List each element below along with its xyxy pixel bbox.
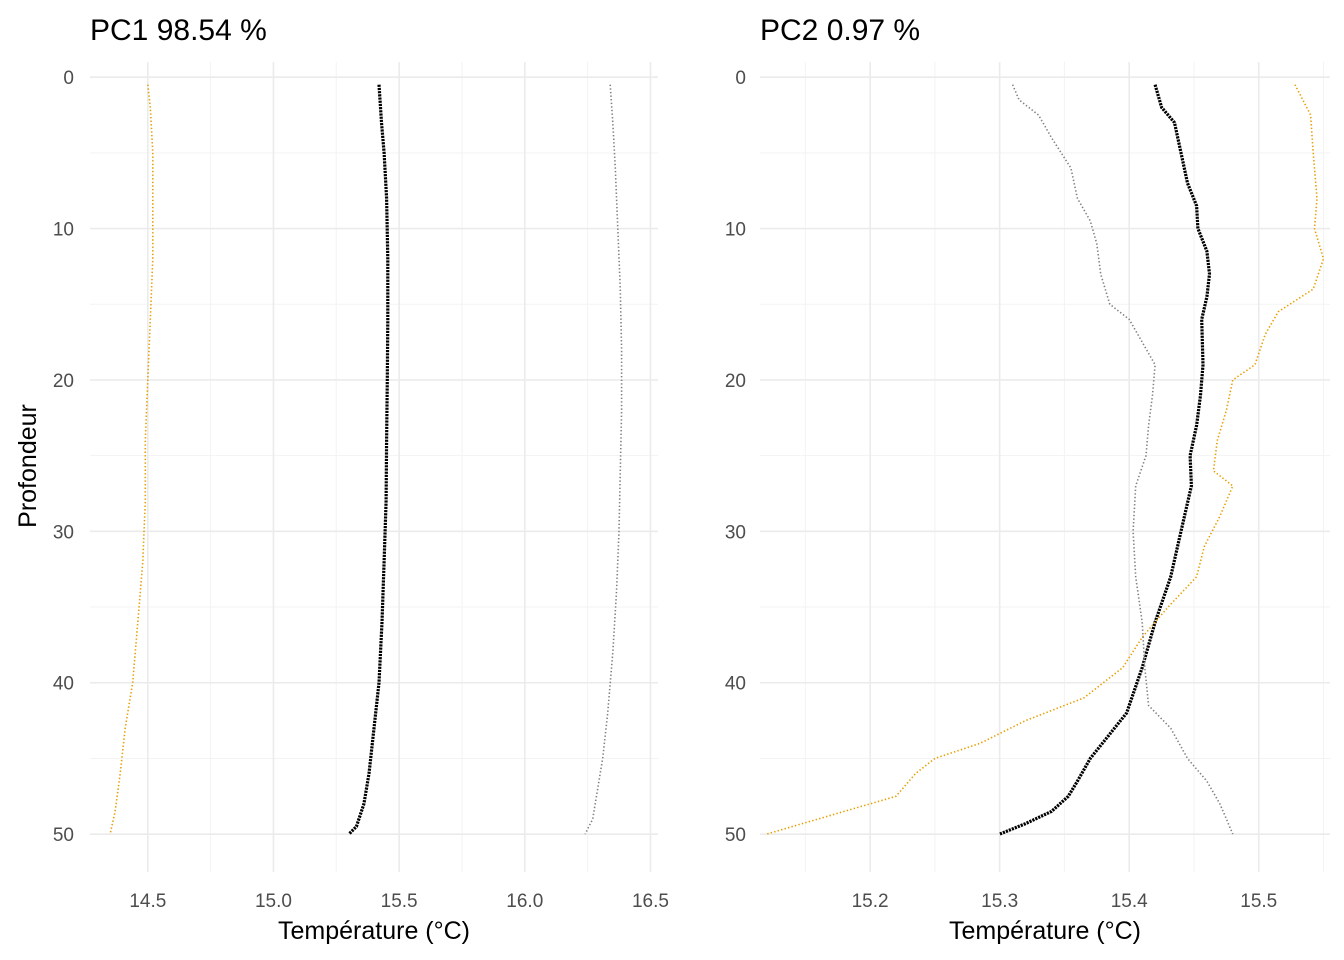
series-line-plus bbox=[584, 84, 623, 835]
panel-pc1-y-axis-label: Profondeur bbox=[14, 404, 42, 528]
panel-pc1-series bbox=[109, 84, 623, 836]
x-tick-label: 15.3 bbox=[981, 891, 1018, 912]
x-tick-label: 16.5 bbox=[632, 891, 669, 912]
series-line-mean bbox=[347, 84, 390, 836]
y-tick-label: 30 bbox=[53, 522, 74, 543]
x-tick-label: 15.5 bbox=[1240, 891, 1277, 912]
series-line-minus bbox=[109, 84, 154, 835]
y-tick-label: 20 bbox=[725, 371, 746, 392]
panel-pc1-x-axis-label: Température (°C) bbox=[278, 917, 470, 945]
panel-pc1-grid bbox=[90, 62, 658, 872]
x-tick-label: 14.5 bbox=[129, 891, 166, 912]
panel-pc2-tick-labels: 15.2 15.3 15.4 15.5 0 10 20 30 40 50 bbox=[725, 68, 1277, 912]
panel-pc2-title: PC2 0.97 % bbox=[760, 14, 920, 47]
x-tick-label: 16.0 bbox=[506, 891, 543, 912]
y-tick-label: 10 bbox=[53, 220, 74, 241]
y-tick-label: 10 bbox=[725, 220, 746, 241]
x-tick-label: 15.5 bbox=[381, 891, 418, 912]
y-tick-label: 20 bbox=[53, 371, 74, 392]
y-tick-label: 40 bbox=[53, 674, 74, 695]
series-line-mean bbox=[999, 84, 1212, 836]
panel-pc2: PC2 0.97 % 15.2 15.3 15.4 15.5 0 10 20 30 40 50 T… bbox=[725, 14, 1330, 945]
y-tick-label: 30 bbox=[725, 522, 746, 543]
y-tick-label: 40 bbox=[725, 674, 746, 695]
y-tick-label: 50 bbox=[53, 825, 74, 846]
series-line-plus bbox=[1011, 84, 1234, 835]
panel-pc2-grid bbox=[760, 62, 1330, 872]
panel-pc2-x-axis-label: Température (°C) bbox=[949, 917, 1141, 945]
y-tick-label: 0 bbox=[63, 68, 74, 89]
y-tick-label: 50 bbox=[725, 825, 746, 846]
x-tick-label: 15.2 bbox=[852, 891, 889, 912]
x-tick-label: 15.0 bbox=[255, 891, 292, 912]
panel-pc1-tick-labels: 14.5 15.0 15.5 16.0 16.5 0 10 20 30 40 50 bbox=[53, 68, 669, 912]
x-tick-label: 15.4 bbox=[1111, 891, 1148, 912]
panel-pc1: PC1 98.54 % 14.5 15.0 15.5 16.0 16.5 0 10 20 30 4… bbox=[14, 14, 669, 945]
panel-pc2-series bbox=[766, 84, 1325, 836]
y-tick-label: 0 bbox=[735, 68, 746, 89]
panel-pc1-title: PC1 98.54 % bbox=[90, 14, 267, 47]
series-line-minus bbox=[766, 84, 1325, 835]
